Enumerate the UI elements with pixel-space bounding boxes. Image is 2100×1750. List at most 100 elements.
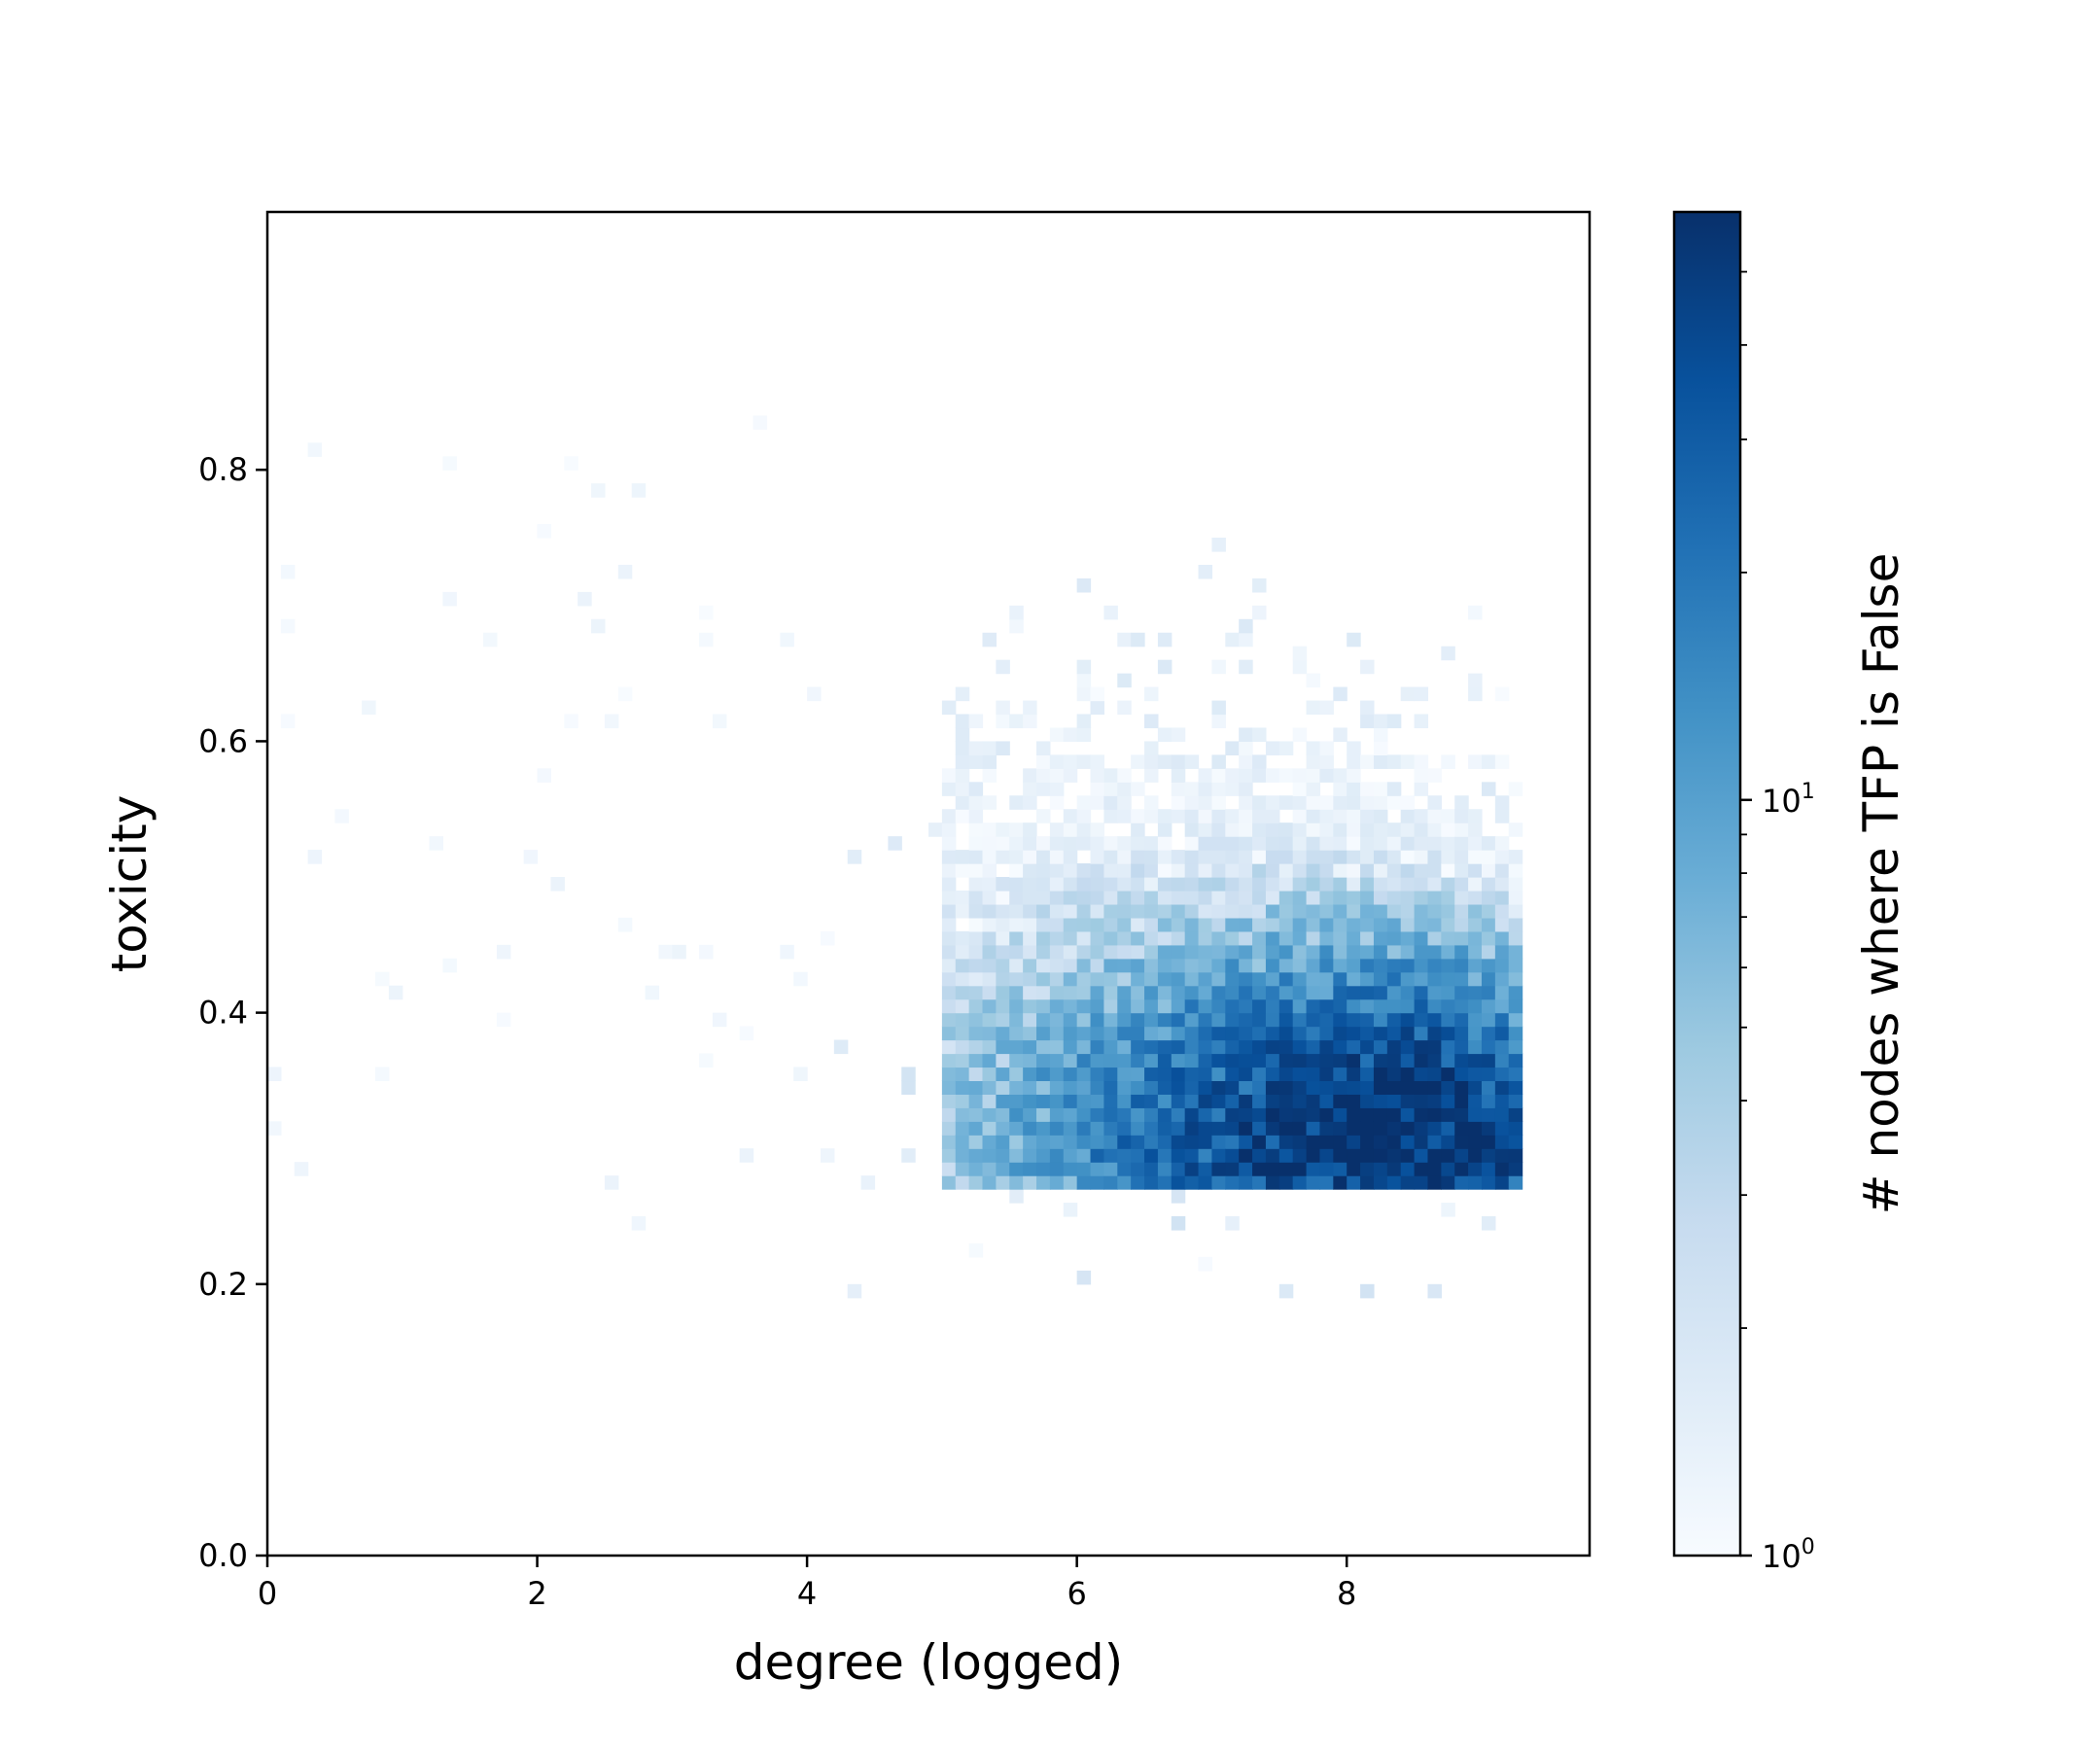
heatmap-cell — [1481, 944, 1496, 960]
heatmap-cell — [968, 1175, 984, 1190]
heatmap-cell — [1347, 822, 1361, 837]
heatmap-cell — [941, 1094, 957, 1108]
heatmap-cell — [1131, 1039, 1145, 1055]
heatmap-cell — [901, 1080, 916, 1095]
heatmap-cell — [1292, 822, 1308, 837]
heatmap-cell — [1333, 917, 1348, 932]
heatmap-cell — [955, 686, 970, 702]
heatmap-cell — [1441, 890, 1455, 905]
heatmap-cell — [1427, 1080, 1442, 1095]
heatmap-cell — [1063, 1121, 1078, 1136]
heatmap-cell — [1171, 795, 1186, 810]
heatmap-cell — [1454, 1107, 1469, 1122]
heatmap-cell — [1117, 850, 1132, 864]
heatmap-cell — [1386, 714, 1402, 729]
heatmap-cell — [1441, 646, 1455, 661]
heatmap-cell — [1265, 985, 1280, 1000]
heatmap-cell — [1265, 1053, 1280, 1068]
heatmap-cell — [1198, 795, 1213, 810]
heatmap-cell — [1023, 1080, 1037, 1095]
heatmap-cell — [1306, 903, 1321, 919]
heatmap-cell — [1360, 659, 1375, 675]
heatmap-cell — [1373, 985, 1388, 1000]
heatmap-cell — [1494, 1039, 1510, 1055]
heatmap-cell — [1198, 1067, 1213, 1082]
heatmap-cell — [1454, 890, 1469, 905]
heatmap-cell — [280, 714, 296, 729]
heatmap-cell — [1023, 1162, 1037, 1176]
heatmap-cell — [1400, 903, 1416, 919]
heatmap-cell — [1319, 768, 1334, 783]
heatmap-cell — [1468, 686, 1483, 702]
heatmap-cell — [1225, 1216, 1240, 1231]
heatmap-cell — [1063, 822, 1078, 837]
heatmap-cell — [1090, 863, 1105, 878]
heatmap-cell — [955, 1094, 970, 1108]
heatmap-cell — [996, 1162, 1010, 1176]
heatmap-cell — [1278, 822, 1294, 837]
heatmap-cell — [982, 1107, 997, 1122]
heatmap-cell — [1157, 1148, 1172, 1163]
heatmap-cell — [1468, 985, 1483, 1000]
heatmap-cell — [1292, 1148, 1308, 1163]
heatmap-cell — [1252, 1094, 1267, 1108]
heatmap-cell — [1009, 903, 1024, 919]
heatmap-cell — [1117, 1121, 1132, 1136]
heatmap-cell — [1023, 1026, 1037, 1041]
heatmap-cell — [1144, 1148, 1159, 1163]
heatmap-cell — [1252, 1148, 1267, 1163]
heatmap-cell — [1063, 768, 1078, 783]
heatmap-cell — [1225, 632, 1240, 648]
heatmap-cell — [1333, 795, 1348, 810]
heatmap-cell — [1103, 1094, 1118, 1108]
heatmap-cell — [1076, 714, 1092, 729]
heatmap-cell — [968, 1148, 984, 1163]
heatmap-cell — [1427, 822, 1442, 837]
heatmap-cell — [1278, 958, 1294, 973]
heatmap-cell — [1090, 1053, 1105, 1068]
heatmap-cell — [1347, 1094, 1361, 1108]
heatmap-cell — [1131, 944, 1145, 960]
heatmap-cell — [1292, 646, 1308, 661]
heatmap-cell — [1468, 944, 1483, 960]
heatmap-cell — [1171, 958, 1186, 973]
heatmap-cell — [1211, 700, 1226, 716]
heatmap-cell — [1386, 1026, 1402, 1041]
heatmap-cell — [1360, 1039, 1375, 1055]
heatmap-cell — [968, 890, 984, 905]
heatmap-cell — [739, 1026, 754, 1041]
heatmap-cell — [1117, 930, 1132, 946]
heatmap-cell — [1360, 714, 1375, 729]
heatmap-cell — [1481, 836, 1496, 851]
heatmap-cell — [1265, 836, 1280, 851]
heatmap-cell — [1023, 1012, 1037, 1028]
heatmap-cell — [1076, 930, 1092, 946]
heatmap-cell — [1427, 1121, 1442, 1136]
heatmap-cell — [1252, 1067, 1267, 1082]
heatmap-cell — [1211, 782, 1226, 796]
heatmap-cell — [1157, 1121, 1172, 1136]
heatmap-cell — [1400, 877, 1416, 892]
heatmap-cell — [1427, 850, 1442, 864]
heatmap-cell — [375, 971, 390, 987]
heatmap-cell — [982, 903, 997, 919]
heatmap-cell — [1103, 917, 1118, 932]
heatmap-cell — [1009, 1175, 1024, 1190]
heatmap-cell — [941, 930, 957, 946]
heatmap-cell — [1454, 1121, 1469, 1136]
heatmap-cell — [1319, 836, 1334, 851]
heatmap-cell — [982, 822, 997, 837]
heatmap-cell — [1306, 998, 1321, 1014]
heatmap-cell — [1265, 741, 1280, 755]
heatmap-cell — [1360, 795, 1375, 810]
heatmap-cell — [996, 714, 1010, 729]
heatmap-cell — [955, 1175, 970, 1190]
heatmap-cell — [1144, 714, 1159, 729]
heatmap-cell — [996, 877, 1010, 892]
heatmap-cell — [1090, 890, 1105, 905]
heatmap-cell — [941, 890, 957, 905]
heatmap-cell — [1076, 1175, 1092, 1190]
heatmap-cell — [982, 1148, 997, 1163]
heatmap-cell — [1441, 958, 1455, 973]
heatmap-cell — [1144, 1175, 1159, 1190]
